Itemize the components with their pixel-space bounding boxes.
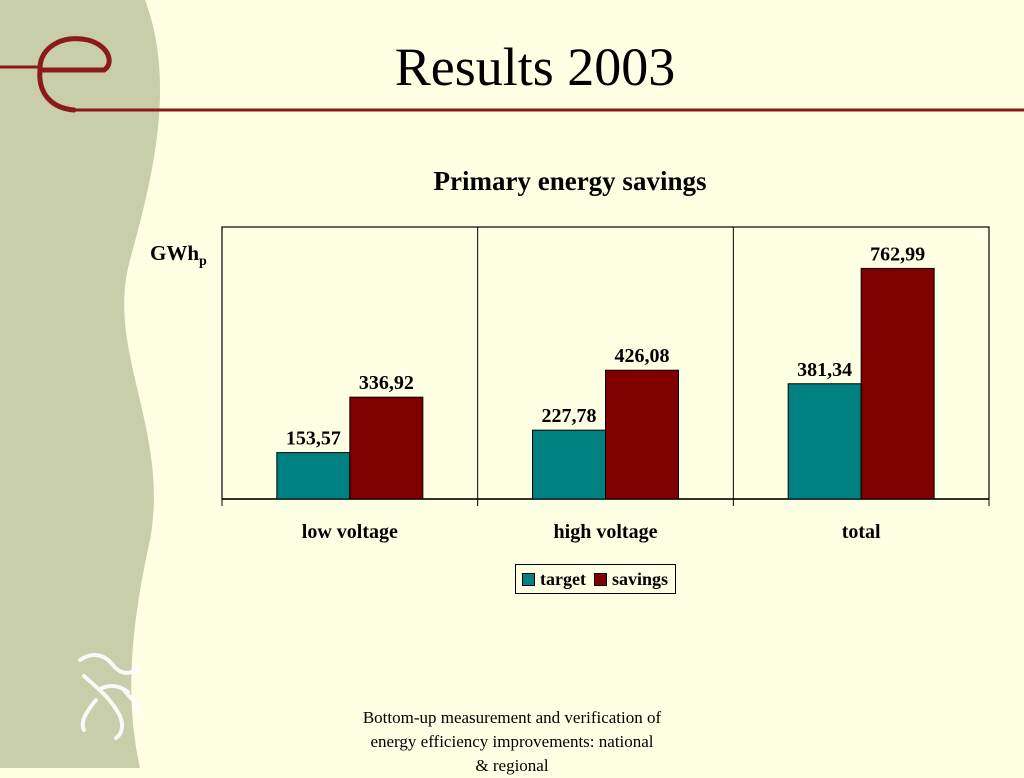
data-label-target: 227,78	[542, 405, 597, 427]
category-label: low voltage	[302, 521, 398, 543]
legend-item-savings: savings	[593, 568, 668, 590]
bar-savings	[860, 267, 935, 500]
bar-savings	[605, 369, 679, 500]
y-axis-unit: GWh	[150, 241, 200, 265]
legend-swatch-savings	[593, 572, 607, 586]
data-label-savings: 762,99	[870, 243, 925, 265]
chart-legend: target savings	[515, 564, 676, 594]
legend-label-savings: savings	[611, 568, 668, 589]
e-logo-icon	[37, 36, 112, 113]
data-label-savings: 336,92	[359, 372, 414, 394]
slide-title: Results 2003	[394, 37, 676, 97]
side-band	[0, 0, 161, 768]
data-label-target: 153,57	[286, 428, 341, 450]
legend-swatch-target	[522, 572, 535, 586]
bar-target	[787, 383, 862, 500]
y-axis-label: GWhp	[150, 241, 207, 270]
lion-emblem-icon	[78, 653, 142, 740]
data-label-savings: 426,08	[615, 345, 670, 367]
bar-savings	[349, 396, 424, 500]
data-label-target: 381,34	[797, 359, 852, 381]
footer-text: Bottom-up measurement and verification o…	[362, 708, 662, 775]
y-axis-unit-subscript: p	[199, 254, 207, 269]
category-label: high voltage	[554, 521, 658, 543]
bar-target	[276, 452, 351, 500]
legend-item-target: target	[522, 569, 586, 590]
chart-title: Primary energy savings	[433, 166, 707, 196]
legend-label-target: target	[540, 568, 586, 589]
bar-target	[532, 429, 606, 500]
category-label: total	[842, 521, 881, 543]
